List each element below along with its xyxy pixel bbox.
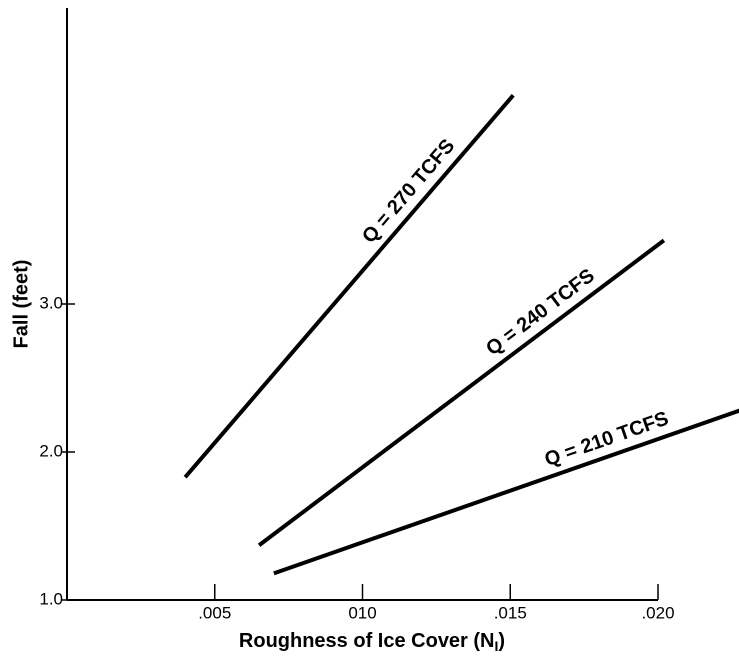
x-axis-label-sub: I — [495, 638, 499, 654]
series-label: Q = 240 TCFS — [482, 265, 599, 360]
x-tick-label: .005 — [198, 603, 231, 622]
series-line — [257, 238, 666, 547]
x-tick-label: 010 — [348, 603, 376, 622]
series-line — [273, 408, 739, 576]
series-label: Q = 270 TCFS — [358, 135, 459, 248]
x-axis-label: Roughness of Ice Cover (NI) — [239, 630, 505, 653]
x-tick-label: .015 — [494, 603, 527, 622]
x-axis-label-main: Roughness of Ice Cover (N — [239, 630, 495, 652]
y-axis-label: Fall (feet) — [10, 260, 32, 349]
y-tick-label: 1.0 — [39, 589, 63, 608]
x-tick-label: .020 — [641, 603, 674, 622]
y-tick-label: 2.0 — [39, 441, 63, 460]
x-axis-label-end: ) — [498, 630, 505, 652]
series-line — [183, 94, 515, 479]
y-tick-label: 3.0 — [39, 293, 63, 312]
